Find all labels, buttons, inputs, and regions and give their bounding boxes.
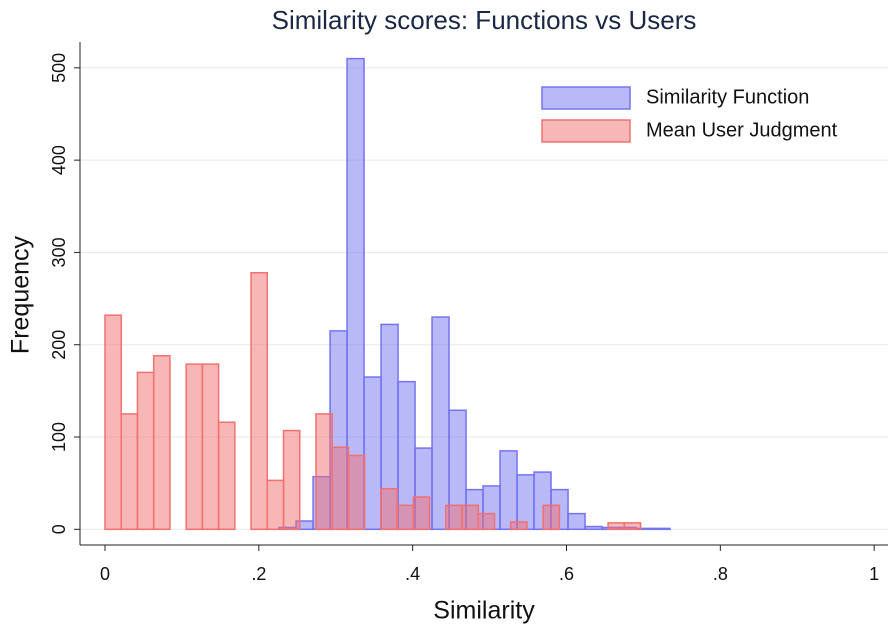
- histogram-bar: [652, 527, 671, 531]
- histogram-bar: [584, 525, 603, 531]
- x-tick-label: .6: [559, 564, 574, 584]
- histogram-bar: [152, 355, 171, 531]
- x-tick-label: 1: [869, 564, 879, 584]
- histogram-bar: [250, 271, 269, 531]
- histogram-bar: [282, 429, 301, 531]
- legend-label: Similarity Function: [646, 86, 809, 108]
- histogram-bar: [201, 363, 220, 531]
- histogram-bar: [567, 512, 586, 531]
- histogram-bar: [315, 413, 333, 531]
- histogram-bar: [461, 504, 480, 531]
- chart-title: Similarity scores: Functions vs Users: [272, 5, 697, 35]
- histogram-bar: [412, 496, 431, 531]
- histogram-bar: [431, 316, 450, 531]
- histogram-bar: [266, 479, 285, 531]
- histogram-bar: [217, 421, 236, 531]
- histogram-bar: [363, 376, 382, 531]
- legend-swatch: [541, 119, 631, 143]
- y-tick-label: 100: [49, 422, 69, 452]
- y-tick-label: 300: [49, 237, 69, 267]
- histogram-bar: [499, 450, 518, 531]
- histogram-bar: [136, 371, 155, 531]
- x-axis-label: Similarity: [433, 597, 535, 625]
- histogram-bar: [623, 522, 642, 531]
- legend-swatch: [541, 86, 631, 110]
- histogram-bar: [331, 446, 350, 531]
- y-tick-label: 0: [49, 524, 69, 534]
- y-tick-label: 200: [49, 330, 69, 360]
- y-axis-label: Frequency: [7, 235, 35, 354]
- histogram-bar: [120, 413, 139, 531]
- histogram-bar: [380, 487, 398, 531]
- histogram-bar: [607, 522, 626, 531]
- histogram-bar: [347, 454, 366, 531]
- x-tick-label: 0: [100, 564, 110, 584]
- x-tick-label: .8: [713, 564, 728, 584]
- histogram-bar: [396, 504, 415, 531]
- y-tick-label: 400: [49, 145, 69, 175]
- histogram-bar: [516, 474, 535, 531]
- histogram-bar: [477, 512, 496, 531]
- histogram-bar: [445, 504, 463, 531]
- histogram-bar: [542, 504, 561, 531]
- y-tick-label: 500: [49, 53, 69, 83]
- x-tick-label: .2: [251, 564, 266, 584]
- legend-label: Mean User Judgment: [646, 119, 838, 141]
- x-tick-label: .4: [405, 564, 420, 584]
- histogram-bar: [509, 521, 528, 531]
- histogram-bar: [104, 314, 122, 531]
- histogram-bar: [185, 363, 204, 531]
